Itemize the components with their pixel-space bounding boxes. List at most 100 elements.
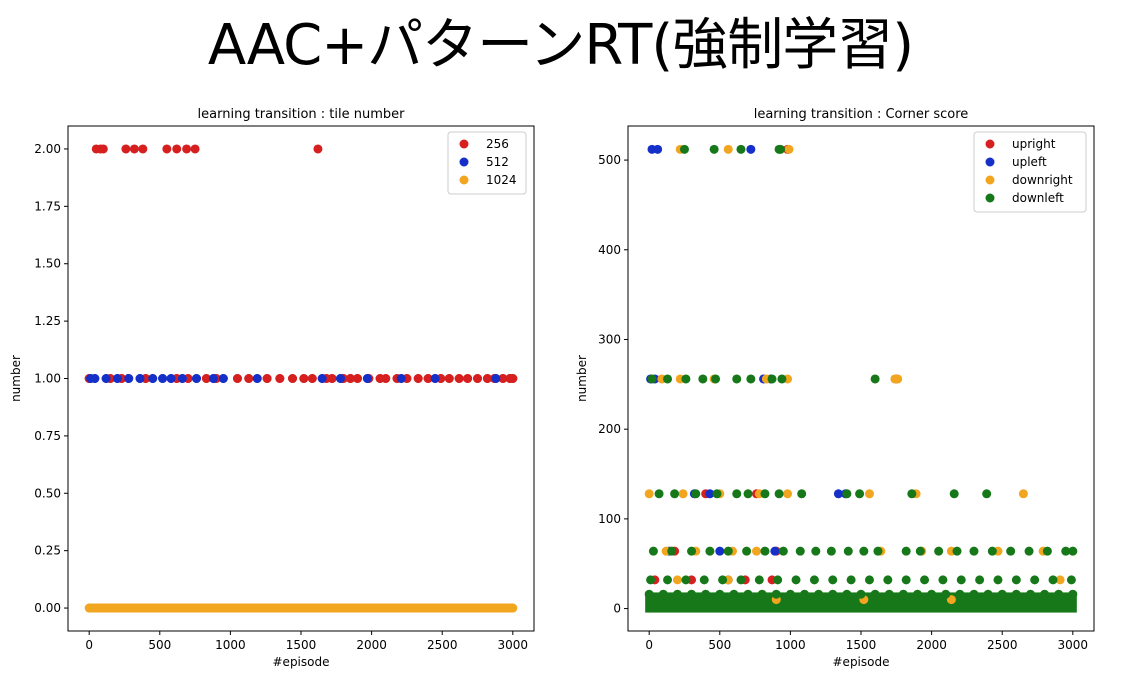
x-axis-label: #episode bbox=[833, 655, 890, 669]
point-256 bbox=[190, 144, 200, 154]
point-256 bbox=[288, 374, 298, 383]
point-downleft bbox=[691, 489, 701, 499]
point-256 bbox=[444, 374, 454, 383]
point-downleft bbox=[654, 489, 664, 499]
y-tick-label: 400 bbox=[598, 243, 621, 257]
corner-score-chart: learning transition : Corner score 0 500 10… bbox=[575, 107, 1095, 669]
point-512 bbox=[101, 374, 111, 383]
point-downleft bbox=[1011, 575, 1021, 585]
point-512 bbox=[218, 374, 228, 383]
point-downleft bbox=[729, 589, 739, 599]
x-tick-label: 1000 bbox=[775, 638, 806, 652]
point-256 bbox=[98, 144, 108, 154]
point-downleft bbox=[856, 589, 866, 599]
point-downleft bbox=[934, 546, 944, 556]
y-tick-label: 500 bbox=[598, 153, 621, 167]
point-upleft bbox=[653, 144, 663, 154]
point-512 bbox=[166, 374, 176, 383]
point-downleft bbox=[667, 546, 677, 556]
point-downleft bbox=[969, 589, 979, 599]
page-title: AAC+パターンRT(強制学習) bbox=[207, 13, 914, 78]
point-downleft bbox=[843, 546, 853, 556]
point-256 bbox=[352, 374, 362, 383]
x-axis-label: #episode bbox=[273, 655, 330, 669]
point-downleft bbox=[757, 589, 767, 599]
point-256 bbox=[299, 374, 309, 383]
point-256 bbox=[162, 144, 172, 154]
x-tick-label: 2000 bbox=[356, 638, 387, 652]
point-downleft bbox=[949, 489, 959, 499]
point-downleft bbox=[870, 374, 880, 384]
tile-number-chart: learning transition : tile number 0 500 100… bbox=[9, 107, 535, 669]
point-512 bbox=[192, 374, 202, 383]
point-upleft bbox=[715, 546, 725, 556]
point-downleft bbox=[771, 589, 781, 599]
point-downleft bbox=[828, 575, 838, 585]
point-downleft bbox=[644, 589, 654, 599]
legend-box bbox=[973, 131, 1087, 213]
point-downleft bbox=[681, 374, 691, 384]
point-256 bbox=[423, 374, 433, 383]
point-downleft bbox=[670, 489, 680, 499]
point-downleft bbox=[983, 589, 993, 599]
point-downleft bbox=[1025, 589, 1035, 599]
point-512 bbox=[158, 374, 168, 383]
legend-marker-512 bbox=[459, 157, 469, 167]
point-256 bbox=[275, 374, 285, 383]
point-downleft bbox=[975, 575, 985, 585]
point-downleft bbox=[993, 575, 1003, 585]
y-tick-label: 1.50 bbox=[34, 257, 61, 271]
point-256 bbox=[201, 374, 211, 383]
point-256 bbox=[413, 374, 423, 383]
point-downleft bbox=[767, 374, 777, 384]
point-downleft bbox=[709, 144, 719, 154]
point-downleft bbox=[777, 374, 787, 384]
point-downleft bbox=[855, 489, 865, 499]
y-tick-label: 1.00 bbox=[34, 372, 61, 386]
point-upleft bbox=[705, 489, 715, 499]
point-downright bbox=[864, 489, 874, 499]
point-256 bbox=[473, 374, 483, 383]
point-512 bbox=[396, 374, 406, 383]
y-tick-label: 1.25 bbox=[34, 314, 61, 328]
point-downleft bbox=[760, 489, 770, 499]
point-downleft bbox=[997, 589, 1007, 599]
point-256 bbox=[182, 144, 192, 154]
point-downleft bbox=[736, 144, 746, 154]
point-downleft bbox=[987, 546, 997, 556]
point-downleft bbox=[701, 589, 711, 599]
point-downleft bbox=[901, 575, 911, 585]
point-downleft bbox=[907, 489, 917, 499]
legend-marker-downright bbox=[985, 175, 995, 185]
point-downleft bbox=[941, 589, 951, 599]
point-downright bbox=[1018, 489, 1028, 499]
point-downleft bbox=[698, 374, 708, 384]
point-downleft bbox=[859, 546, 869, 556]
y-tick-label: 0.00 bbox=[34, 601, 61, 615]
legend: upright upleft downright downleft bbox=[973, 131, 1087, 213]
row-band-0 bbox=[85, 603, 517, 613]
y-tick-label: 0.25 bbox=[34, 544, 61, 558]
point-512 bbox=[177, 374, 187, 383]
x-tick-label: 2500 bbox=[987, 638, 1018, 652]
point-downleft bbox=[743, 589, 753, 599]
y-axis-label: number bbox=[575, 355, 589, 402]
point-upleft bbox=[746, 144, 756, 154]
point-downleft bbox=[1042, 546, 1052, 556]
point-downleft bbox=[982, 489, 992, 499]
point-512 bbox=[491, 374, 501, 383]
point-downleft bbox=[927, 589, 937, 599]
point-downleft bbox=[711, 374, 721, 384]
x-tick-label: 0 bbox=[85, 638, 93, 652]
legend-marker-downleft bbox=[985, 193, 995, 203]
x-tick-label: 1000 bbox=[215, 638, 246, 652]
point-downleft bbox=[1048, 575, 1058, 585]
point-downleft bbox=[658, 589, 668, 599]
point-downleft bbox=[814, 589, 824, 599]
point-256 bbox=[482, 374, 492, 383]
point-downright bbox=[678, 489, 688, 499]
point-downleft bbox=[864, 575, 874, 585]
point-downleft bbox=[1068, 546, 1078, 556]
point-downleft bbox=[1061, 546, 1071, 556]
point-512 bbox=[124, 374, 134, 383]
